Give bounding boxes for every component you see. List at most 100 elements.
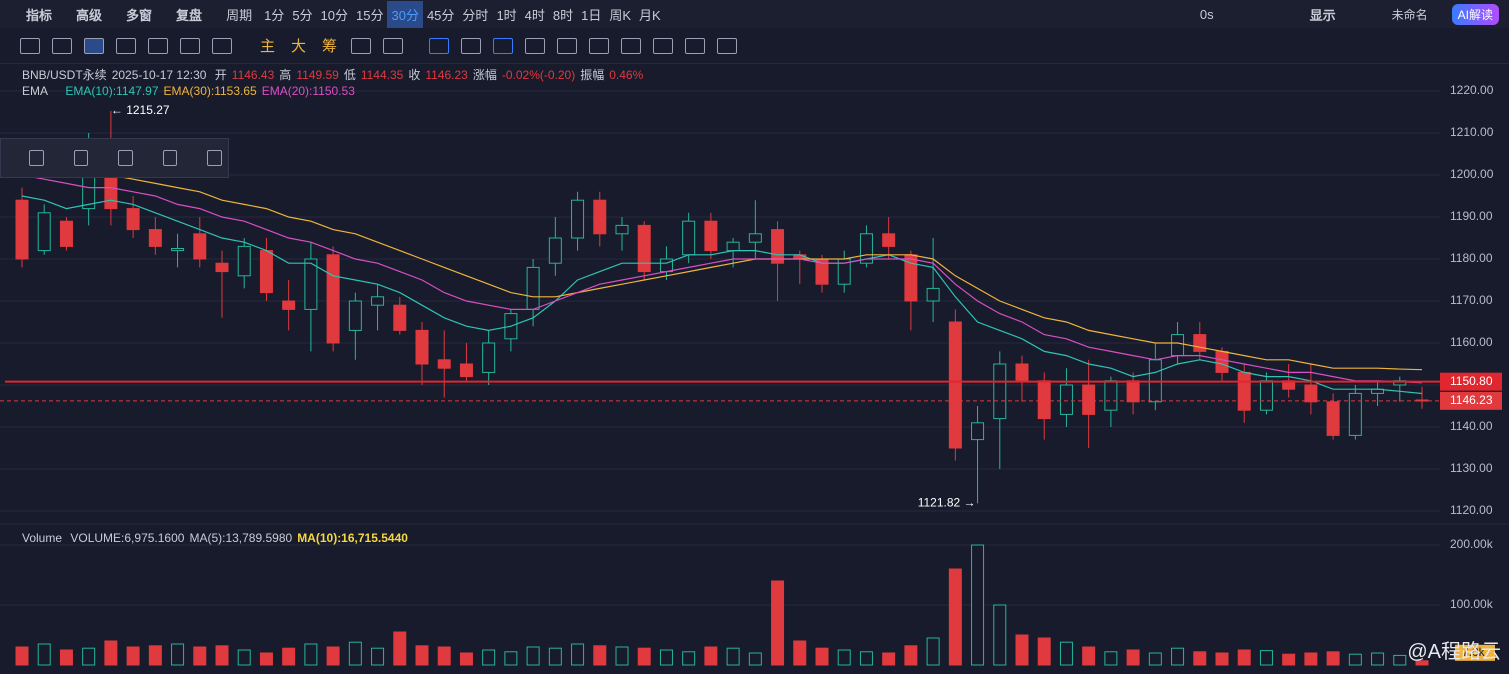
- tool[interactable]: [162, 150, 178, 166]
- tool[interactable]: [429, 37, 450, 54]
- period-menu[interactable]: 周期: [226, 7, 253, 23]
- tool[interactable]: [207, 150, 222, 166]
- period[interactable]: 月K: [639, 7, 661, 23]
- period[interactable]: 1时: [496, 7, 517, 23]
- candle-body: [1348, 392, 1362, 436]
- vol-value: VOLUME:6,975.1600: [70, 531, 185, 545]
- candle-body: [1059, 384, 1073, 415]
- field-name: 开: [214, 68, 227, 82]
- tool[interactable]: [73, 150, 89, 166]
- tool[interactable]: [148, 37, 168, 54]
- candle-body: [1215, 350, 1229, 373]
- last-price-label: 1146.23: [1450, 393, 1493, 407]
- candle-body: [459, 363, 473, 378]
- tool[interactable]: [29, 150, 44, 166]
- indicator[interactable]: 主: [260, 38, 276, 55]
- hline-tag: [1440, 372, 1502, 391]
- indicators: 主大筹: [252, 35, 345, 56]
- field-name: 涨幅: [472, 68, 497, 82]
- field-value: -0.02%(-0.20): [501, 68, 576, 82]
- period[interactable]: 10分: [320, 7, 349, 23]
- tool[interactable]: [653, 37, 674, 54]
- ema-line: [21, 195, 1423, 395]
- candle-body: [1082, 384, 1096, 415]
- tool[interactable]: [116, 37, 136, 54]
- candle-body: [304, 258, 318, 310]
- candle-body: [1171, 334, 1185, 357]
- volume-bar: [748, 652, 762, 666]
- period[interactable]: 分时: [462, 7, 489, 23]
- volume-bar: [326, 646, 340, 666]
- field-name: 收: [408, 68, 421, 82]
- tool[interactable]: [685, 37, 706, 54]
- tool[interactable]: [212, 37, 232, 54]
- period[interactable]: 1分: [264, 7, 285, 23]
- volume-bar: [593, 645, 607, 666]
- ema-line: [21, 161, 1423, 371]
- menu-item[interactable]: 指标: [26, 7, 53, 23]
- tool[interactable]: [383, 37, 404, 54]
- ai-button[interactable]: AI解读: [1451, 3, 1499, 25]
- y-tick-label: 1190.00: [1450, 209, 1493, 223]
- period[interactable]: 15分: [356, 7, 384, 23]
- volume-bar: [1326, 651, 1340, 666]
- menu-item[interactable]: 多窗: [126, 7, 153, 23]
- candle-body: [371, 296, 385, 306]
- y-tick-label: 1160.00: [1450, 335, 1493, 349]
- tool[interactable]: [351, 37, 372, 54]
- drawing-toolbar: 主大筹: [0, 28, 1509, 64]
- tool[interactable]: [52, 37, 72, 54]
- volume-bar: [282, 647, 296, 666]
- period[interactable]: 1日: [581, 7, 602, 23]
- tool[interactable]: [461, 37, 482, 54]
- volume-bar: [259, 652, 273, 666]
- volume-bar: [793, 640, 807, 666]
- tool[interactable]: [557, 37, 578, 54]
- candle-body: [59, 220, 73, 247]
- tool[interactable]: [621, 37, 642, 54]
- menu-item[interactable]: 高级: [76, 7, 103, 23]
- candle-body: [126, 208, 140, 231]
- volume-bar: [482, 649, 496, 666]
- tool[interactable]: [717, 37, 738, 54]
- hline-label: 1150.80: [1450, 374, 1493, 388]
- tool[interactable]: [20, 37, 40, 54]
- periods: 1分 5分 10分 15分 30分 45分 分时 1时 4时 8时 1日 周K 月K: [260, 0, 665, 28]
- layout-name[interactable]: 未命名: [1391, 7, 1428, 22]
- y-tick-label: 1130.00: [1450, 461, 1493, 475]
- period[interactable]: 45分: [426, 7, 455, 23]
- watermark: @A程路云: [1407, 641, 1501, 663]
- display[interactable]: 显示: [1309, 7, 1336, 23]
- candle-body: [1237, 371, 1251, 411]
- tool[interactable]: [84, 37, 104, 54]
- period[interactable]: 5分: [292, 7, 313, 23]
- indicator[interactable]: 筹: [322, 38, 338, 55]
- period[interactable]: 8时: [552, 7, 574, 23]
- menu: 指标 高级 多窗 复盘: [18, 5, 218, 24]
- menu-item[interactable]: 复盘: [176, 7, 203, 23]
- candle-body: [237, 245, 251, 277]
- candle-body: [615, 224, 629, 235]
- period[interactable]: 周K: [609, 7, 632, 23]
- period[interactable]: 4时: [524, 7, 545, 23]
- volume-bar: [771, 580, 785, 666]
- indicator[interactable]: 大: [291, 38, 307, 55]
- field-value: 1144.35: [360, 68, 404, 82]
- tool[interactable]: [493, 37, 514, 54]
- tool[interactable]: [525, 37, 546, 54]
- tool[interactable]: [180, 37, 200, 54]
- volume-bar: [237, 649, 251, 666]
- tool[interactable]: [589, 37, 610, 54]
- last-price-tag: [1440, 391, 1502, 410]
- field-value: 1146.43: [231, 68, 275, 82]
- candle-body: [526, 266, 540, 310]
- volume-bar: [993, 604, 1007, 666]
- candle-body: [282, 300, 296, 310]
- volume-bar: [1126, 649, 1140, 666]
- tool[interactable]: [118, 150, 133, 166]
- candle-body: [971, 422, 985, 441]
- volume-bar: [1415, 660, 1429, 666]
- volume-bar: [859, 651, 873, 666]
- volume-bar: [1082, 646, 1096, 666]
- period[interactable]: 30分: [387, 0, 423, 28]
